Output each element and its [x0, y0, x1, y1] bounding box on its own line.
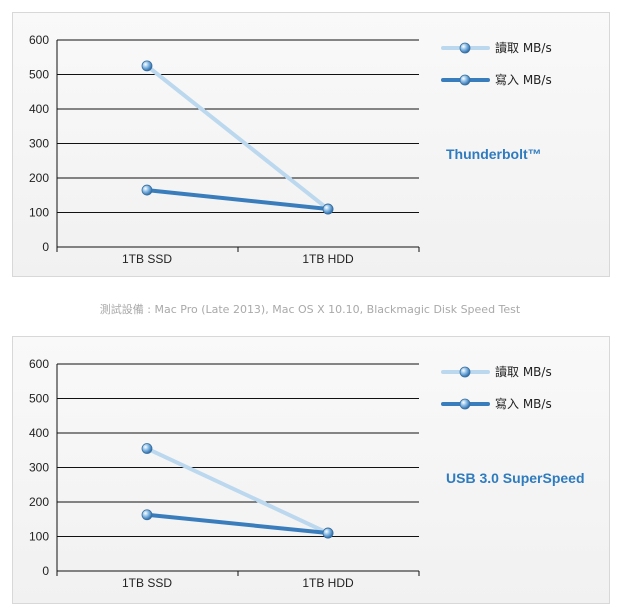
y-tick-label: 500	[29, 392, 49, 406]
data-point	[322, 203, 334, 215]
y-tick-label: 600	[29, 357, 49, 371]
x-tick-label: 1TB HDD	[302, 252, 354, 266]
series-line	[145, 512, 330, 536]
y-tick-label: 0	[42, 564, 49, 578]
series-line	[145, 63, 330, 212]
y-tick-label: 500	[29, 68, 49, 82]
usb3-chart-panel: 0 100 200 300 400 500 600 1TB SSD 1TB HDD 讀取 MB/s…	[12, 336, 610, 604]
data-point	[141, 509, 153, 521]
y-tick-label: 300	[29, 137, 49, 151]
interface-label: USB 3.0 SuperSpeed	[446, 470, 585, 486]
y-tick-label: 400	[29, 426, 49, 440]
legend-marker	[459, 74, 471, 86]
y-tick-label: 200	[29, 495, 49, 509]
thunderbolt-chart: 0 100 200 300 400 500 600 1TB SSD 1TB HDD 讀取 MB/s…	[29, 33, 552, 266]
y-tick-label: 100	[29, 530, 49, 544]
y-tick-label: 400	[29, 102, 49, 116]
series-line	[145, 188, 330, 212]
y-tick-label: 600	[29, 33, 49, 47]
y-tick-label: 200	[29, 171, 49, 185]
legend-marker	[459, 42, 471, 54]
legend-label: 寫入 MB/s	[495, 396, 552, 411]
legend-marker	[459, 398, 471, 410]
legend-label: 讀取 MB/s	[495, 365, 552, 379]
thunderbolt-chart-panel: 0 100 200 300 400 500 600 1TB SSD 1TB HDD 讀取 MB/s…	[12, 12, 610, 277]
data-point	[322, 527, 334, 539]
data-point	[141, 60, 153, 72]
data-point	[141, 443, 153, 454]
usb3-chart: 0 100 200 300 400 500 600 1TB SSD 1TB HDD 讀取 MB/s…	[29, 357, 585, 590]
x-tick-label: 1TB SSD	[122, 252, 172, 266]
x-tick-label: 1TB HDD	[302, 576, 354, 590]
y-tick-label: 0	[42, 240, 49, 254]
legend-label: 寫入 MB/s	[495, 72, 552, 87]
test-setup-caption: 測試設備 : Mac Pro (Late 2013), Mac OS X 10.…	[99, 303, 521, 316]
interface-label: Thunderbolt™	[446, 146, 542, 162]
data-point	[141, 184, 153, 196]
y-tick-label: 100	[29, 206, 49, 220]
legend-marker	[459, 366, 471, 378]
x-tick-label: 1TB SSD	[122, 576, 172, 590]
y-tick-label: 300	[29, 461, 49, 475]
series-line	[145, 446, 330, 536]
legend-label: 讀取 MB/s	[495, 41, 552, 55]
